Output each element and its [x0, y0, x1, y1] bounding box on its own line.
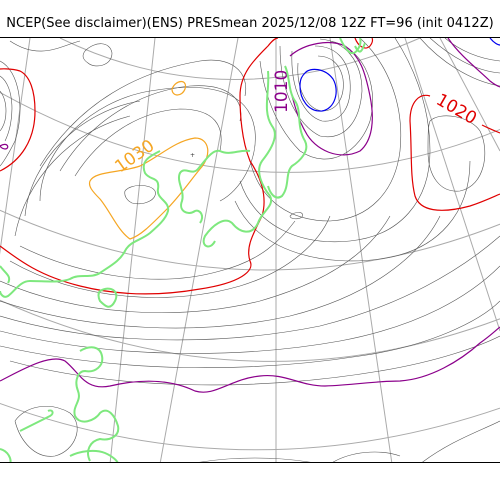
contour-label-1020: 1020 [433, 90, 480, 129]
isobar-lines [0, 38, 500, 462]
map-frame: 1030 1020 1010 + [0, 37, 500, 463]
coastlines [0, 38, 366, 462]
contour-label-1010: 1010 [272, 70, 292, 113]
pressure-map: 1030 1020 1010 + [0, 38, 500, 462]
chart-title: NCEP(See disclaimer)(ENS) PRESmean 2025/… [6, 16, 494, 31]
contour-1030 [88, 80, 209, 240]
contour-low-center [299, 38, 500, 112]
high-center-marker: + [190, 152, 195, 159]
graticule [0, 38, 500, 462]
contour-1010 [0, 38, 500, 393]
